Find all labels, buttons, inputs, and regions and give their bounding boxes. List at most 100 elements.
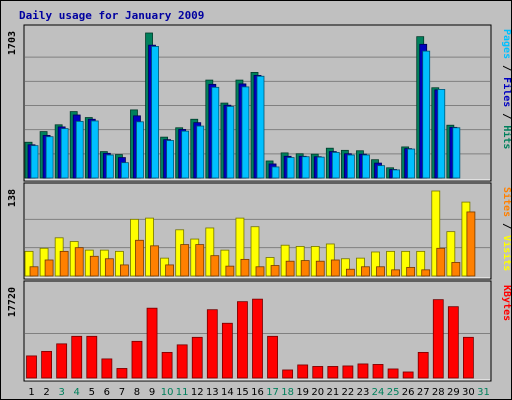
- legend-item: KBytes: [501, 285, 512, 321]
- bar-pages-day-4: [75, 120, 84, 179]
- bar-sites-day-2: [44, 259, 54, 277]
- bar-kbytes-day-1: [26, 355, 37, 379]
- x-label-day-14: 14: [221, 387, 234, 398]
- x-label-day-12: 12: [191, 387, 204, 398]
- bar-pages-day-8: [136, 121, 144, 179]
- bar-sites-day-8: [135, 239, 144, 277]
- legend-item: Visits: [501, 235, 512, 271]
- bar-visits-day-18: [280, 244, 290, 277]
- x-label-day-9: 9: [149, 387, 155, 398]
- x-label-day-25: 25: [387, 387, 400, 398]
- bar-sites-day-11: [180, 244, 190, 277]
- bar-pages-day-24: [377, 165, 385, 179]
- bar-kbytes-day-25: [387, 368, 399, 379]
- bar-sites-day-28: [436, 247, 446, 277]
- bar-visits-day-29: [446, 231, 456, 277]
- bar-pages-day-5: [90, 120, 99, 179]
- bar-kbytes-day-5: [86, 335, 98, 379]
- bar-kbytes-day-8: [131, 340, 143, 379]
- bar-pages-day-21: [331, 152, 340, 179]
- x-label-day-8: 8: [134, 387, 140, 398]
- bar-pages-day-19: [301, 156, 310, 179]
- bar-kbytes-day-17: [267, 335, 278, 379]
- x-label-day-30: 30: [462, 387, 475, 398]
- x-label-day-1: 1: [28, 387, 34, 398]
- bar-sites-day-17: [270, 265, 280, 277]
- x-label-day-2: 2: [43, 387, 49, 398]
- x-label-day-24: 24: [372, 387, 385, 398]
- x-label-day-27: 27: [417, 387, 430, 398]
- bar-sites-day-21: [330, 259, 340, 277]
- x-label-day-29: 29: [447, 387, 460, 398]
- bar-pages-day-12: [196, 125, 205, 179]
- x-label-day-10: 10: [161, 387, 174, 398]
- bar-sites-day-1: [29, 266, 39, 277]
- bar-kbytes-day-19: [297, 364, 309, 379]
- x-label-day-26: 26: [402, 387, 415, 398]
- bar-visits-day-7: [115, 250, 124, 277]
- bar-visits-day-28: [431, 190, 441, 277]
- bar-visits-day-14: [220, 249, 230, 277]
- bar-kbytes-day-24: [372, 364, 384, 379]
- bar-sites-day-19: [300, 260, 310, 277]
- x-label-day-22: 22: [342, 387, 355, 398]
- panel-bottom: 17720 KBytes: [7, 280, 512, 382]
- legend-item: Files: [501, 77, 512, 107]
- bar-pages-day-15: [241, 86, 250, 179]
- bar-kbytes-day-29: [447, 306, 459, 379]
- bar-sites-day-3: [59, 250, 69, 277]
- bar-pages-day-1: [30, 145, 39, 179]
- bar-pages-day-3: [60, 128, 69, 179]
- bar-kbytes-day-22: [342, 365, 354, 379]
- bar-kbytes-day-15: [237, 301, 248, 379]
- bars-middle: [24, 190, 476, 277]
- x-label-day-6: 6: [104, 387, 110, 398]
- bar-pages-day-9: [151, 46, 159, 179]
- bar-kbytes-day-4: [71, 335, 83, 379]
- y-max-label: 17720: [7, 287, 18, 317]
- bar-sites-day-14: [225, 265, 235, 277]
- bar-kbytes-day-30: [463, 336, 474, 379]
- x-label-day-11: 11: [176, 387, 189, 398]
- bar-sites-day-23: [361, 266, 370, 277]
- bar-kbytes-day-6: [101, 358, 113, 379]
- bar-visits-day-15: [235, 217, 245, 277]
- x-label-day-4: 4: [74, 387, 80, 398]
- bar-pages-day-29: [452, 127, 461, 179]
- legend-item: /: [501, 217, 512, 235]
- y-max-label: 138: [7, 189, 18, 207]
- bar-sites-day-24: [376, 266, 385, 277]
- bar-visits-day-25: [386, 250, 395, 277]
- bar-visits-day-24: [371, 251, 380, 277]
- bar-pages-day-17: [271, 166, 280, 179]
- x-label-day-17: 17: [266, 387, 279, 398]
- x-label-day-16: 16: [251, 387, 264, 398]
- bar-sites-day-30: [466, 211, 476, 277]
- bar-sites-day-4: [74, 247, 84, 277]
- bar-pages-day-25: [392, 169, 400, 179]
- bar-sites-day-27: [421, 269, 431, 277]
- bar-visits-day-1: [24, 250, 34, 277]
- x-label-day-5: 5: [89, 387, 95, 398]
- bar-sites-day-18: [285, 260, 295, 277]
- x-label-day-20: 20: [311, 387, 324, 398]
- bar-kbytes-day-12: [191, 336, 203, 379]
- bar-kbytes-day-10: [161, 351, 173, 379]
- bar-sites-day-5: [89, 255, 99, 277]
- bar-sites-day-13: [210, 255, 220, 277]
- bar-sites-day-15: [240, 258, 250, 277]
- legend-item: Hits: [501, 125, 512, 149]
- bar-kbytes-day-13: [206, 309, 218, 379]
- bar-sites-day-20: [315, 260, 325, 277]
- bar-sites-day-22: [345, 268, 355, 277]
- x-label-day-28: 28: [432, 387, 445, 398]
- bar-sites-day-26: [406, 266, 416, 277]
- bar-pages-day-10: [166, 140, 175, 179]
- bar-kbytes-day-14: [221, 322, 233, 379]
- x-label-day-31: 31: [477, 387, 490, 398]
- x-axis-labels: 1 2 3 4 5 6 7 8 9 10 11 12 13 14 15 16 17 18 19 20 21 22 23 24 2…: [28, 387, 489, 398]
- bar-pages-day-2: [45, 136, 54, 179]
- x-label-day-21: 21: [326, 387, 339, 398]
- chart-panels: 1703 Pages / Files / Hits 138 Sites / Visit…: [7, 24, 512, 382]
